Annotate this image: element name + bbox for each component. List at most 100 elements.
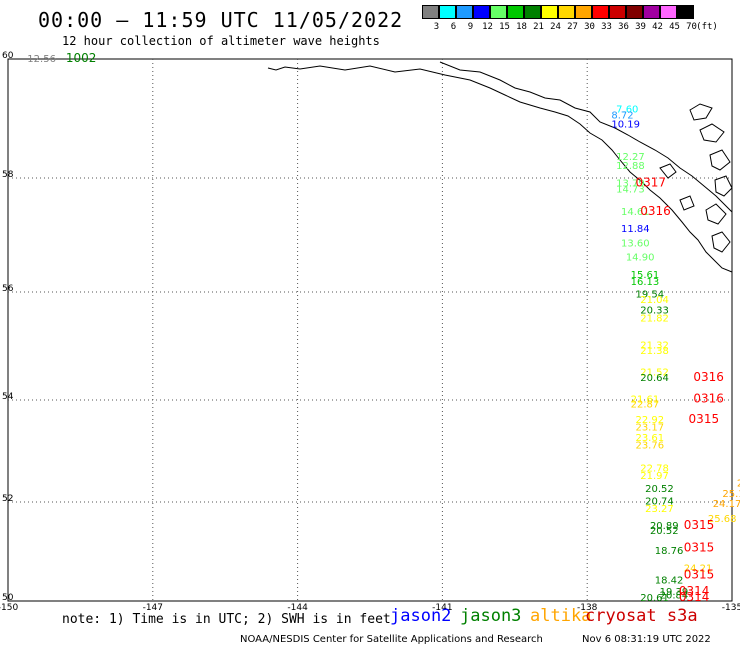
- footer-credit: NOAA/NESDIS Center for Satellite Applica…: [240, 634, 543, 645]
- lon-tick-label: -147: [143, 603, 163, 613]
- wave-height-label: 21.82: [640, 314, 669, 325]
- wave-height-label: 21.38: [640, 346, 669, 357]
- legend-swatch: [609, 5, 626, 19]
- legend-swatch: [490, 5, 507, 19]
- island-outline: [714, 175, 733, 197]
- legend-label: 15: [499, 22, 510, 32]
- wave-height-label: 20.52: [645, 484, 674, 495]
- legend-label: 70: [686, 22, 697, 32]
- track-id-label: 0315: [689, 412, 720, 426]
- legend-label: 30: [584, 22, 595, 32]
- legend-label: 9: [467, 22, 474, 32]
- wave-height-label: 15.61: [631, 270, 660, 281]
- track-id-label: 0314: [679, 584, 710, 598]
- wave-height-label: 14.73: [616, 184, 645, 195]
- wave-height-label: 21.61: [631, 395, 660, 406]
- legend-swatch: [677, 5, 694, 19]
- wave-height-label: 10.19: [611, 119, 640, 130]
- wave-height-label: 22.92: [635, 415, 664, 426]
- wave-height-label: 20.33: [640, 306, 669, 317]
- wave-height-label: 21.04: [640, 295, 669, 306]
- wave-height-label: 20.52: [650, 526, 679, 537]
- wave-height-label: 25.16: [722, 489, 740, 500]
- track-id-label: 0317: [635, 176, 666, 190]
- wave-height-label: 18.76: [655, 546, 684, 557]
- lat-tick-label: 50: [2, 593, 14, 603]
- wave-height-label: 19.54: [635, 289, 664, 300]
- wave-height-label: 24.17: [713, 499, 740, 510]
- satellite-name: altika: [530, 606, 592, 626]
- wave-height-label: 20.84: [660, 591, 689, 602]
- wave-height-label: 21.32: [640, 341, 669, 352]
- map-frame: [7, 58, 733, 602]
- island-outline: [711, 231, 731, 253]
- satellite-name: cryosat s3a: [585, 606, 698, 626]
- footer-timestamp: Nov 6 08:31:19 UTC 2022: [582, 634, 711, 645]
- legend-swatch: [643, 5, 660, 19]
- legend-swatch: [558, 5, 575, 19]
- legend-swatch: [592, 5, 609, 19]
- island-outline: [705, 203, 727, 225]
- legend-label: 18: [516, 22, 527, 32]
- legend-swatch: [626, 5, 643, 19]
- legend-swatch: [541, 5, 558, 19]
- wave-height-label: 8.72: [611, 111, 633, 122]
- wave-height-label: 13.60: [621, 238, 650, 249]
- track-id-label: 0315: [684, 518, 715, 532]
- wave-height-label: 14.61: [621, 207, 650, 218]
- wave-height-label: 20.61: [640, 593, 669, 604]
- coastline: [267, 65, 733, 273]
- legend-label: 27: [567, 22, 578, 32]
- units-note: note: 1) Time is in UTC; 2) SWH is in fe…: [62, 612, 391, 627]
- legend-label: 33: [601, 22, 612, 32]
- wave-height-label: 20.89: [650, 521, 679, 532]
- wave-height-label: 24: [737, 479, 740, 490]
- wave-height-label: 12.56: [27, 54, 56, 65]
- wave-height-label: 12.27: [616, 152, 645, 163]
- wave-height-label: 7.60: [616, 105, 638, 116]
- legend-swatch: [439, 5, 456, 19]
- legend-swatch: [660, 5, 677, 19]
- wave-height-label: 19.39: [660, 587, 689, 598]
- wave-height-label: 14.90: [626, 253, 655, 264]
- track-id-label: 0316: [640, 204, 671, 218]
- legend-swatch: [473, 5, 490, 19]
- wave-height-label: 20.64: [640, 373, 669, 384]
- lat-tick-label: 58: [2, 170, 14, 180]
- map-title: 00:00 – 11:59 UTC 11/05/2022: [38, 8, 404, 32]
- legend-label: 45: [669, 22, 680, 32]
- wave-height-label: 20.74: [645, 496, 674, 507]
- wave-height-label: 16.13: [631, 277, 660, 288]
- island-outline: [689, 103, 713, 121]
- wave-height-label: 23.17: [635, 423, 664, 434]
- wave-height-label: 23.61: [635, 433, 664, 444]
- lat-tick-label: 56: [2, 284, 14, 294]
- lon-tick-label: -150: [0, 603, 18, 613]
- legend-swatch: [575, 5, 592, 19]
- wave-height-label: 21.97: [640, 471, 669, 482]
- lon-tick-label: -138: [577, 603, 598, 613]
- island-outline: [659, 163, 677, 179]
- wave-height-label: 13.79: [616, 179, 645, 190]
- map-subtitle: 12 hour collection of altimeter wave hei…: [62, 34, 380, 48]
- lat-tick-label: 60: [2, 51, 14, 61]
- wave-height-label: 18.42: [655, 576, 684, 587]
- inner-coastline: [439, 61, 733, 213]
- wave-height-label: 23.76: [635, 440, 664, 451]
- wave-height-label: 22.78: [640, 463, 669, 474]
- legend-swatch: [524, 5, 541, 19]
- satellite-name: jason2: [390, 606, 452, 626]
- legend-label: 36: [618, 22, 629, 32]
- wave-height-label: 22.87: [631, 400, 660, 411]
- island-outline: [709, 149, 731, 171]
- legend-swatch: [456, 5, 473, 19]
- legend-label: 3: [433, 22, 440, 32]
- lat-tick-label: 52: [2, 494, 13, 504]
- legend-label: 12: [482, 22, 493, 32]
- track-id-label: 0316: [693, 392, 724, 406]
- lat-tick-label: 54: [2, 392, 14, 402]
- track-id-label: 0314: [679, 590, 710, 604]
- wave-height-label: 23.27: [645, 504, 674, 515]
- island-outline: [679, 195, 695, 211]
